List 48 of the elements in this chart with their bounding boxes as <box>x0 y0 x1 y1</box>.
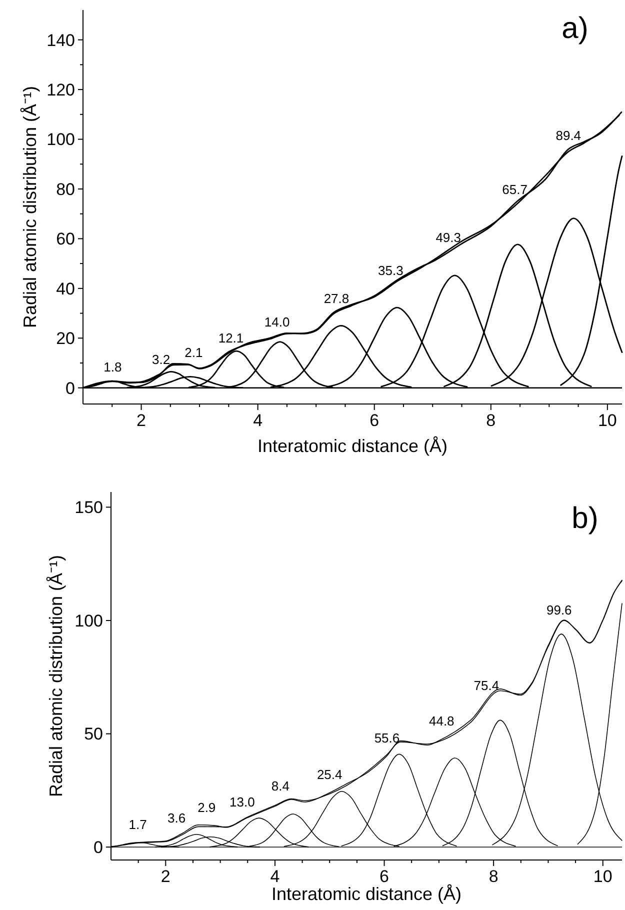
y-tick-label: 100 <box>46 130 75 150</box>
annotation: 49.3 <box>436 230 462 246</box>
annotation: 3.2 <box>152 352 170 368</box>
x-tick-label: 2 <box>136 411 146 430</box>
annotation: 99.6 <box>546 602 572 618</box>
y-tick-label: 120 <box>46 80 75 100</box>
annotation: 35.3 <box>378 262 404 278</box>
annotation: 2.1 <box>184 345 203 360</box>
x-tick-label: 10 <box>593 867 612 886</box>
annotation: 8.4 <box>271 778 290 794</box>
x-tick-label: 6 <box>370 411 380 430</box>
y-axis-title: Radial atomic distribution (Å⁻¹) <box>46 554 66 798</box>
x-tick-label: 10 <box>598 411 617 430</box>
x-tick-label: 4 <box>253 411 263 430</box>
chart-title: b) <box>572 502 598 535</box>
y-tick-label: 0 <box>66 378 75 398</box>
annotation: 75.4 <box>474 678 500 693</box>
annotation: 1.7 <box>128 817 147 832</box>
y-tick-label: 80 <box>56 180 75 199</box>
y-tick-label: 150 <box>74 498 103 518</box>
annotation: 2.9 <box>198 800 216 815</box>
annotation: 25.4 <box>316 767 342 782</box>
y-tick-label: 50 <box>84 724 103 744</box>
annotation: 89.4 <box>556 128 582 143</box>
annotation: 27.8 <box>324 291 350 306</box>
y-tick-label: 100 <box>74 611 103 630</box>
annotation: 55.6 <box>374 730 400 746</box>
y-tick-label: 0 <box>94 838 103 858</box>
annotation: 3.6 <box>168 810 186 826</box>
annotation: 13.0 <box>230 794 255 810</box>
x-axis-title: Interatomic distance (Å) <box>271 884 462 904</box>
x-tick-label: 8 <box>488 867 498 886</box>
annotation: 14.0 <box>264 314 290 330</box>
x-tick-label: 6 <box>380 867 389 886</box>
y-axis-title: Radial atomic distribution (Å⁻¹) <box>20 86 40 328</box>
y-tick-label: 20 <box>56 329 75 348</box>
x-tick-label: 4 <box>270 867 280 886</box>
x-axis-title: Interatomic distance (Å) <box>257 436 448 456</box>
y-tick-label: 60 <box>56 230 75 249</box>
chart-title: a) <box>562 12 588 45</box>
annotation: 1.8 <box>104 360 122 375</box>
x-tick-label: 2 <box>160 867 170 886</box>
annotation: 65.7 <box>502 182 528 198</box>
y-tick-label: 140 <box>46 30 75 50</box>
annotation: 12.1 <box>218 330 244 346</box>
annotation: 44.8 <box>428 713 454 728</box>
y-tick-label: 40 <box>56 279 75 298</box>
x-tick-label: 8 <box>486 411 496 430</box>
